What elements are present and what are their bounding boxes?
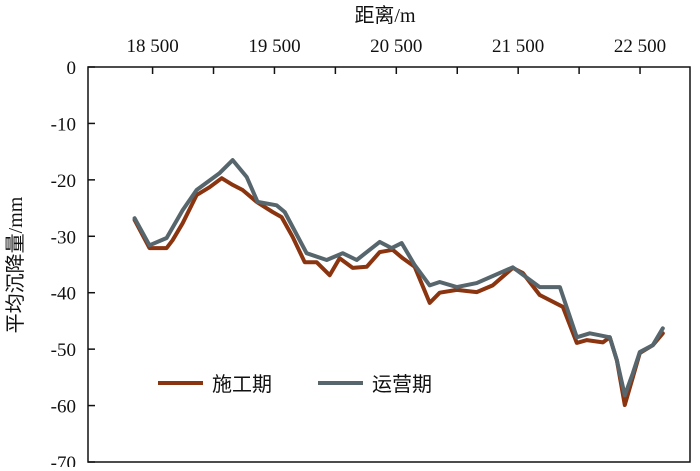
- legend-label-construction: 施工期: [212, 373, 272, 396]
- series-lines: [132, 158, 665, 407]
- x-tick-label: 22 500: [614, 36, 666, 57]
- y-tick-label: -50: [51, 340, 76, 361]
- x-tick-label: 19 500: [248, 36, 300, 57]
- y-tick-label: -20: [51, 171, 76, 192]
- x-tick-labels: 18 500 19 500 20 500 21 500 22 500: [126, 36, 666, 57]
- legend: 施工期 运营期: [158, 373, 432, 396]
- y-tick-labels: 0 -10 -20 -30 -40 -50 -60 -70: [51, 58, 77, 471]
- y-tick-label: -30: [51, 227, 76, 248]
- x-axis-title: 距离/m: [354, 4, 416, 27]
- y-axis-title: 平均沉降量/mm: [4, 196, 27, 333]
- series-line-operation: [132, 158, 665, 398]
- x-tick-label: 21 500: [492, 36, 544, 57]
- y-tick-label: 0: [67, 58, 77, 79]
- series-line-construction: [132, 176, 665, 407]
- y-tick-label: -70: [51, 453, 76, 467]
- legend-label-operation: 运营期: [372, 373, 432, 396]
- y-tick-label: -10: [51, 114, 76, 135]
- y-tick-label: -40: [51, 284, 76, 305]
- x-tick-label: 18 500: [126, 36, 178, 57]
- plot-area: [87, 66, 691, 463]
- x-tick-label: 20 500: [370, 36, 422, 57]
- axis-ticks: [88, 66, 641, 463]
- y-tick-label: -60: [51, 397, 76, 418]
